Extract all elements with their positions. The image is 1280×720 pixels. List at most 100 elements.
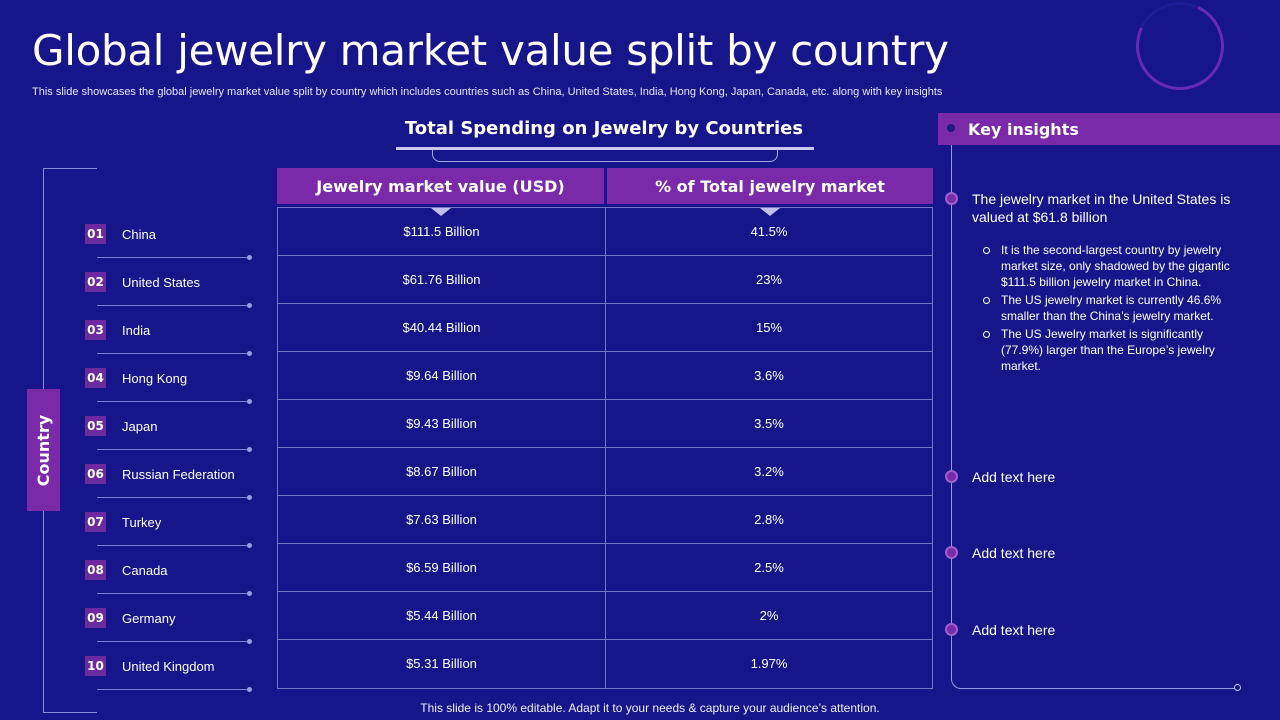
market-value-cell: $9.64 Billion	[406, 368, 477, 383]
country-number: 08	[85, 560, 106, 580]
market-share-cell: 41.5%	[750, 224, 788, 239]
market-table: $111.5 Billion 41.5% $61.76 Billion 23% $40.…	[277, 207, 933, 689]
country-divider	[97, 257, 249, 258]
key-insight-bullet: It is the second-largest country by jewe…	[983, 242, 1233, 290]
table-brace	[432, 150, 778, 162]
table-title: Total Spending on Jewelry by Countries	[404, 118, 804, 139]
market-share-cell: 2.8%	[754, 512, 784, 527]
divider-end-dot-icon	[247, 687, 252, 692]
market-share-cell: 2%	[759, 608, 779, 623]
key-insight-bullet: The US Jewelry market is significantly (…	[983, 326, 1233, 374]
timeline-dot-icon	[945, 192, 958, 205]
market-share-cell: 23%	[755, 272, 783, 287]
placeholder-text[interactable]: Add text here	[972, 545, 1056, 561]
market-value-cell: $5.31 Billion	[406, 656, 477, 671]
country-number: 06	[85, 464, 106, 484]
key-insight-main: The jewelry market in the United States …	[972, 191, 1231, 225]
country-name: Canada	[122, 563, 168, 578]
footer-text: This slide is 100% editable. Adapt it to…	[420, 701, 880, 715]
header-notch-icon	[431, 208, 451, 216]
country-row: 10 United Kingdom	[85, 656, 253, 704]
country-name: Russian Federation	[122, 467, 235, 482]
country-label: Country	[34, 414, 54, 486]
country-number: 02	[85, 272, 106, 292]
key-insights-title: Key insights	[968, 120, 1079, 139]
country-divider	[97, 305, 249, 306]
country-number: 10	[85, 656, 106, 676]
market-share-cell: 3.5%	[754, 416, 784, 431]
divider-end-dot-icon	[247, 447, 252, 452]
country-number: 04	[85, 368, 106, 388]
country-name: Hong Kong	[122, 371, 188, 386]
market-value-cell: $9.43 Billion	[406, 416, 477, 431]
country-number: 09	[85, 608, 106, 628]
country-name: Germany	[122, 611, 176, 626]
country-divider	[97, 497, 249, 498]
timeline-end-curve	[951, 677, 1235, 689]
timeline-dot-icon	[945, 546, 958, 559]
country-divider	[97, 449, 249, 450]
country-number: 05	[85, 416, 106, 436]
country-row: 03 India	[85, 320, 253, 368]
country-row: 02 United States	[85, 272, 253, 320]
country-name: India	[122, 323, 151, 338]
country-number: 07	[85, 512, 106, 532]
country-divider	[97, 689, 249, 690]
country-divider	[97, 545, 249, 546]
country-row: 08 Canada	[85, 560, 253, 608]
divider-end-dot-icon	[247, 543, 252, 548]
country-name: Japan	[122, 419, 158, 434]
table-header-percent: % of Total jewelry market	[607, 168, 933, 204]
market-value-cell: $7.63 Billion	[406, 512, 477, 527]
table-row: $5.31 Billion 1.97%	[278, 640, 932, 688]
country-label-tab: Country	[27, 389, 60, 511]
divider-end-dot-icon	[247, 639, 252, 644]
table-header-value: Jewelry market value (USD)	[277, 168, 604, 204]
country-divider	[97, 401, 249, 402]
market-value-cell: $61.76 Billion	[402, 272, 481, 287]
country-divider	[97, 641, 249, 642]
country-row: 05 Japan	[85, 416, 253, 464]
market-share-cell: 1.97%	[750, 656, 788, 671]
divider-end-dot-icon	[247, 351, 252, 356]
market-value-cell: $8.67 Billion	[406, 464, 477, 479]
table-row: $6.59 Billion 2.5%	[278, 544, 932, 592]
table-row: $8.67 Billion 3.2%	[278, 448, 932, 496]
country-row: 09 Germany	[85, 608, 253, 656]
divider-end-dot-icon	[247, 399, 252, 404]
timeline-dot-icon	[945, 470, 958, 483]
country-divider	[97, 353, 249, 354]
country-number: 03	[85, 320, 106, 340]
table-row: $40.44 Billion 15%	[278, 304, 932, 352]
header-notch-icon	[760, 208, 780, 216]
country-name: Turkey	[122, 515, 162, 530]
divider-end-dot-icon	[247, 495, 252, 500]
table-row: $7.63 Billion 2.8%	[278, 496, 932, 544]
market-value-cell: $6.59 Billion	[406, 560, 477, 575]
market-value-cell: $111.5 Billion	[403, 224, 480, 239]
key-insight-bullets: It is the second-largest country by jewe…	[983, 242, 1233, 376]
table-divider	[605, 208, 606, 688]
placeholder-text[interactable]: Add text here	[972, 622, 1056, 638]
country-name: United Kingdom	[122, 659, 215, 674]
slide-footer: This slide is 100% editable. Adapt it to…	[0, 701, 1280, 715]
country-name: China	[122, 227, 156, 242]
slide-title: Global jewelry market value split by cou…	[32, 26, 949, 75]
table-row: $61.76 Billion 23%	[278, 256, 932, 304]
table-title-underline	[396, 147, 814, 150]
country-number: 01	[85, 224, 106, 244]
timeline-dot-icon	[945, 623, 958, 636]
timeline-end-icon	[1234, 684, 1241, 691]
table-row: $111.5 Billion 41.5%	[278, 208, 932, 256]
market-value-cell: $5.44 Billion	[406, 608, 477, 623]
market-share-cell: 3.6%	[754, 368, 784, 383]
timeline-line	[951, 145, 952, 678]
market-share-cell: 3.2%	[754, 464, 784, 479]
bullet-dot-icon	[947, 124, 955, 132]
divider-end-dot-icon	[247, 591, 252, 596]
country-row: 07 Turkey	[85, 512, 253, 560]
placeholder-text[interactable]: Add text here	[972, 469, 1056, 485]
country-row: 06 Russian Federation	[85, 464, 253, 512]
key-insight-bullet: The US jewelry market is currently 46.6%…	[983, 292, 1233, 324]
country-row: 04 Hong Kong	[85, 368, 253, 416]
